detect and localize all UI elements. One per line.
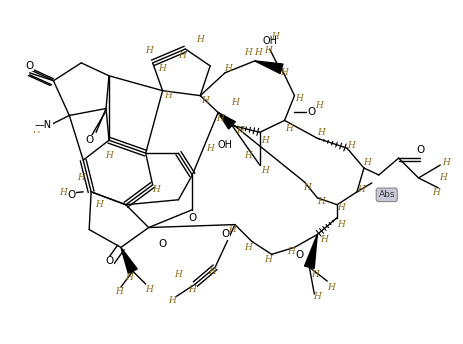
Text: H: H bbox=[168, 297, 176, 305]
Text: H: H bbox=[317, 197, 325, 206]
Text: H: H bbox=[346, 141, 354, 150]
Text: H: H bbox=[231, 98, 238, 107]
Text: O: O bbox=[67, 190, 75, 200]
Text: O: O bbox=[85, 135, 93, 145]
Text: H: H bbox=[337, 220, 344, 229]
Text: H: H bbox=[201, 96, 209, 105]
Text: H: H bbox=[95, 200, 103, 209]
Text: H: H bbox=[216, 114, 224, 123]
Text: H: H bbox=[303, 183, 311, 192]
Text: O: O bbox=[294, 250, 303, 260]
Text: H: H bbox=[260, 136, 268, 145]
Text: H: H bbox=[315, 101, 323, 110]
Text: H: H bbox=[362, 158, 370, 166]
Text: H: H bbox=[158, 64, 166, 73]
Text: H: H bbox=[270, 32, 278, 41]
Text: O: O bbox=[158, 239, 166, 249]
Text: H: H bbox=[441, 158, 449, 166]
Text: H: H bbox=[77, 173, 85, 182]
Text: H: H bbox=[263, 255, 271, 264]
Text: H: H bbox=[178, 52, 186, 61]
Text: H: H bbox=[280, 68, 288, 77]
Text: H: H bbox=[206, 144, 213, 153]
Text: O: O bbox=[220, 229, 229, 239]
Text: O: O bbox=[25, 61, 34, 71]
Text: H: H bbox=[263, 46, 271, 55]
Text: H: H bbox=[144, 46, 152, 55]
Text: H: H bbox=[244, 243, 251, 252]
Text: H: H bbox=[326, 282, 334, 292]
Text: H: H bbox=[295, 94, 303, 103]
Text: H: H bbox=[287, 247, 295, 256]
Text: H: H bbox=[337, 203, 344, 212]
Text: H: H bbox=[311, 270, 319, 279]
Text: H: H bbox=[356, 185, 364, 194]
Text: H: H bbox=[438, 173, 446, 182]
Text: H: H bbox=[319, 235, 327, 244]
Text: H: H bbox=[224, 64, 232, 73]
Text: OH: OH bbox=[262, 36, 276, 46]
Text: H: H bbox=[151, 185, 159, 194]
Text: H: H bbox=[432, 188, 439, 197]
Text: H: H bbox=[59, 188, 67, 197]
Text: —N: —N bbox=[35, 120, 52, 130]
Text: O: O bbox=[105, 256, 113, 266]
Text: O: O bbox=[307, 107, 315, 118]
Text: H: H bbox=[125, 273, 132, 282]
Text: H: H bbox=[33, 125, 40, 135]
Text: H: H bbox=[115, 287, 123, 295]
Text: H: H bbox=[244, 151, 251, 160]
Text: H: H bbox=[313, 292, 320, 301]
Polygon shape bbox=[254, 61, 282, 74]
Text: H: H bbox=[208, 267, 216, 276]
Polygon shape bbox=[121, 247, 137, 273]
Text: H: H bbox=[196, 35, 204, 44]
Text: OH: OH bbox=[217, 140, 232, 150]
Text: H: H bbox=[285, 124, 293, 133]
Text: H: H bbox=[253, 49, 261, 57]
Text: H: H bbox=[317, 128, 325, 137]
Text: H: H bbox=[236, 126, 244, 135]
Text: H: H bbox=[105, 151, 113, 160]
Text: H: H bbox=[244, 49, 251, 57]
Polygon shape bbox=[218, 112, 235, 129]
Text: H: H bbox=[260, 165, 268, 174]
Text: H: H bbox=[188, 284, 196, 293]
Polygon shape bbox=[304, 235, 317, 268]
Text: O: O bbox=[415, 145, 424, 155]
Text: H: H bbox=[164, 91, 172, 100]
Text: H: H bbox=[174, 270, 182, 279]
Text: H: H bbox=[228, 225, 235, 234]
Text: O: O bbox=[188, 213, 196, 223]
Text: H: H bbox=[144, 284, 152, 293]
Text: Abs: Abs bbox=[378, 190, 394, 199]
